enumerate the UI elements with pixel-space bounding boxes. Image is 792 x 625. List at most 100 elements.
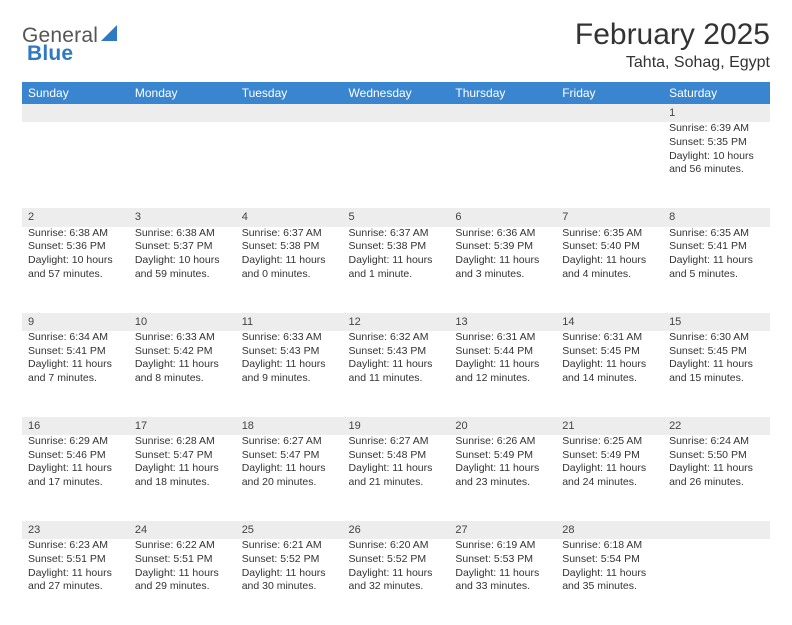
sunrise-text: Sunrise: 6:31 AM [562,331,657,345]
day-cell: Sunrise: 6:37 AMSunset: 5:38 PMDaylight:… [236,227,343,313]
daylight-text: Daylight: 11 hours and 4 minutes. [562,254,657,281]
sunset-text: Sunset: 5:52 PM [242,553,337,567]
daylight-text: Daylight: 11 hours and 32 minutes. [349,567,444,594]
sunrise-text: Sunrise: 6:33 AM [135,331,230,345]
daylight-text: Daylight: 11 hours and 3 minutes. [455,254,550,281]
day-number-empty [129,104,236,122]
day-cell: Sunrise: 6:25 AMSunset: 5:49 PMDaylight:… [556,435,663,521]
sunrise-text: Sunrise: 6:34 AM [28,331,123,345]
week-row: Sunrise: 6:34 AMSunset: 5:41 PMDaylight:… [22,331,770,417]
day-cell: Sunrise: 6:27 AMSunset: 5:47 PMDaylight:… [236,435,343,521]
day-cell: Sunrise: 6:39 AMSunset: 5:35 PMDaylight:… [663,122,770,208]
sunrise-text: Sunrise: 6:33 AM [242,331,337,345]
daylight-text: Daylight: 11 hours and 26 minutes. [669,462,764,489]
daylight-text: Daylight: 11 hours and 14 minutes. [562,358,657,385]
sunrise-text: Sunrise: 6:29 AM [28,435,123,449]
daylight-text: Daylight: 11 hours and 24 minutes. [562,462,657,489]
calendar-table: SundayMondayTuesdayWednesdayThursdayFrid… [22,82,770,625]
day-number: 11 [236,313,343,331]
sunset-text: Sunset: 5:43 PM [242,345,337,359]
daylight-text: Daylight: 11 hours and 8 minutes. [135,358,230,385]
weekday-header: Thursday [449,82,556,104]
day-number: 23 [22,521,129,539]
week-row: Sunrise: 6:29 AMSunset: 5:46 PMDaylight:… [22,435,770,521]
sunset-text: Sunset: 5:48 PM [349,449,444,463]
day-number: 18 [236,417,343,435]
day-number: 8 [663,208,770,226]
sunrise-text: Sunrise: 6:24 AM [669,435,764,449]
title-block: February 2025 Tahta, Sohag, Egypt [575,18,770,72]
day-cell [449,122,556,208]
day-cell: Sunrise: 6:29 AMSunset: 5:46 PMDaylight:… [22,435,129,521]
sunrise-text: Sunrise: 6:22 AM [135,539,230,553]
daylight-text: Daylight: 10 hours and 57 minutes. [28,254,123,281]
day-cell [129,122,236,208]
sunset-text: Sunset: 5:38 PM [349,240,444,254]
sunrise-text: Sunrise: 6:38 AM [135,227,230,241]
sunset-text: Sunset: 5:50 PM [669,449,764,463]
sunrise-text: Sunrise: 6:36 AM [455,227,550,241]
weekday-header: Wednesday [343,82,450,104]
sunset-text: Sunset: 5:49 PM [562,449,657,463]
sunrise-text: Sunrise: 6:39 AM [669,122,764,136]
daynum-row: 16171819202122 [22,417,770,435]
daylight-text: Daylight: 11 hours and 9 minutes. [242,358,337,385]
sunrise-text: Sunrise: 6:25 AM [562,435,657,449]
daylight-text: Daylight: 11 hours and 17 minutes. [28,462,123,489]
daynum-row: 1 [22,104,770,122]
day-number: 13 [449,313,556,331]
sunrise-text: Sunrise: 6:35 AM [562,227,657,241]
sunset-text: Sunset: 5:53 PM [455,553,550,567]
day-number: 14 [556,313,663,331]
day-cell: Sunrise: 6:26 AMSunset: 5:49 PMDaylight:… [449,435,556,521]
week-row: Sunrise: 6:23 AMSunset: 5:51 PMDaylight:… [22,539,770,625]
weekday-header: Tuesday [236,82,343,104]
sunrise-text: Sunrise: 6:35 AM [669,227,764,241]
month-title: February 2025 [575,18,770,52]
sunrise-text: Sunrise: 6:37 AM [242,227,337,241]
sunrise-text: Sunrise: 6:21 AM [242,539,337,553]
day-number: 15 [663,313,770,331]
sunrise-text: Sunrise: 6:30 AM [669,331,764,345]
daynum-row: 2345678 [22,208,770,226]
day-cell: Sunrise: 6:22 AMSunset: 5:51 PMDaylight:… [129,539,236,625]
day-cell: Sunrise: 6:38 AMSunset: 5:37 PMDaylight:… [129,227,236,313]
daylight-text: Daylight: 11 hours and 29 minutes. [135,567,230,594]
day-cell: Sunrise: 6:28 AMSunset: 5:47 PMDaylight:… [129,435,236,521]
day-cell: Sunrise: 6:27 AMSunset: 5:48 PMDaylight:… [343,435,450,521]
day-number: 16 [22,417,129,435]
day-cell: Sunrise: 6:38 AMSunset: 5:36 PMDaylight:… [22,227,129,313]
sunset-text: Sunset: 5:49 PM [455,449,550,463]
sunrise-text: Sunrise: 6:26 AM [455,435,550,449]
sunrise-text: Sunrise: 6:37 AM [349,227,444,241]
sunrise-text: Sunrise: 6:19 AM [455,539,550,553]
daylight-text: Daylight: 11 hours and 18 minutes. [135,462,230,489]
day-number: 9 [22,313,129,331]
sunset-text: Sunset: 5:36 PM [28,240,123,254]
location-label: Tahta, Sohag, Egypt [575,54,770,72]
day-cell [663,539,770,625]
weekday-header: Monday [129,82,236,104]
sunset-text: Sunset: 5:42 PM [135,345,230,359]
day-number: 1 [663,104,770,122]
day-cell: Sunrise: 6:24 AMSunset: 5:50 PMDaylight:… [663,435,770,521]
day-cell: Sunrise: 6:30 AMSunset: 5:45 PMDaylight:… [663,331,770,417]
sunset-text: Sunset: 5:40 PM [562,240,657,254]
sunset-text: Sunset: 5:52 PM [349,553,444,567]
daylight-text: Daylight: 10 hours and 56 minutes. [669,150,764,177]
day-number-empty [556,104,663,122]
day-number: 21 [556,417,663,435]
sunset-text: Sunset: 5:54 PM [562,553,657,567]
day-number: 7 [556,208,663,226]
sunrise-text: Sunrise: 6:32 AM [349,331,444,345]
day-number: 12 [343,313,450,331]
day-number: 27 [449,521,556,539]
day-cell: Sunrise: 6:31 AMSunset: 5:44 PMDaylight:… [449,331,556,417]
daynum-row: 232425262728 [22,521,770,539]
sunrise-text: Sunrise: 6:27 AM [349,435,444,449]
sunset-text: Sunset: 5:45 PM [562,345,657,359]
day-cell: Sunrise: 6:31 AMSunset: 5:45 PMDaylight:… [556,331,663,417]
week-row: Sunrise: 6:39 AMSunset: 5:35 PMDaylight:… [22,122,770,208]
day-cell [22,122,129,208]
day-number: 6 [449,208,556,226]
